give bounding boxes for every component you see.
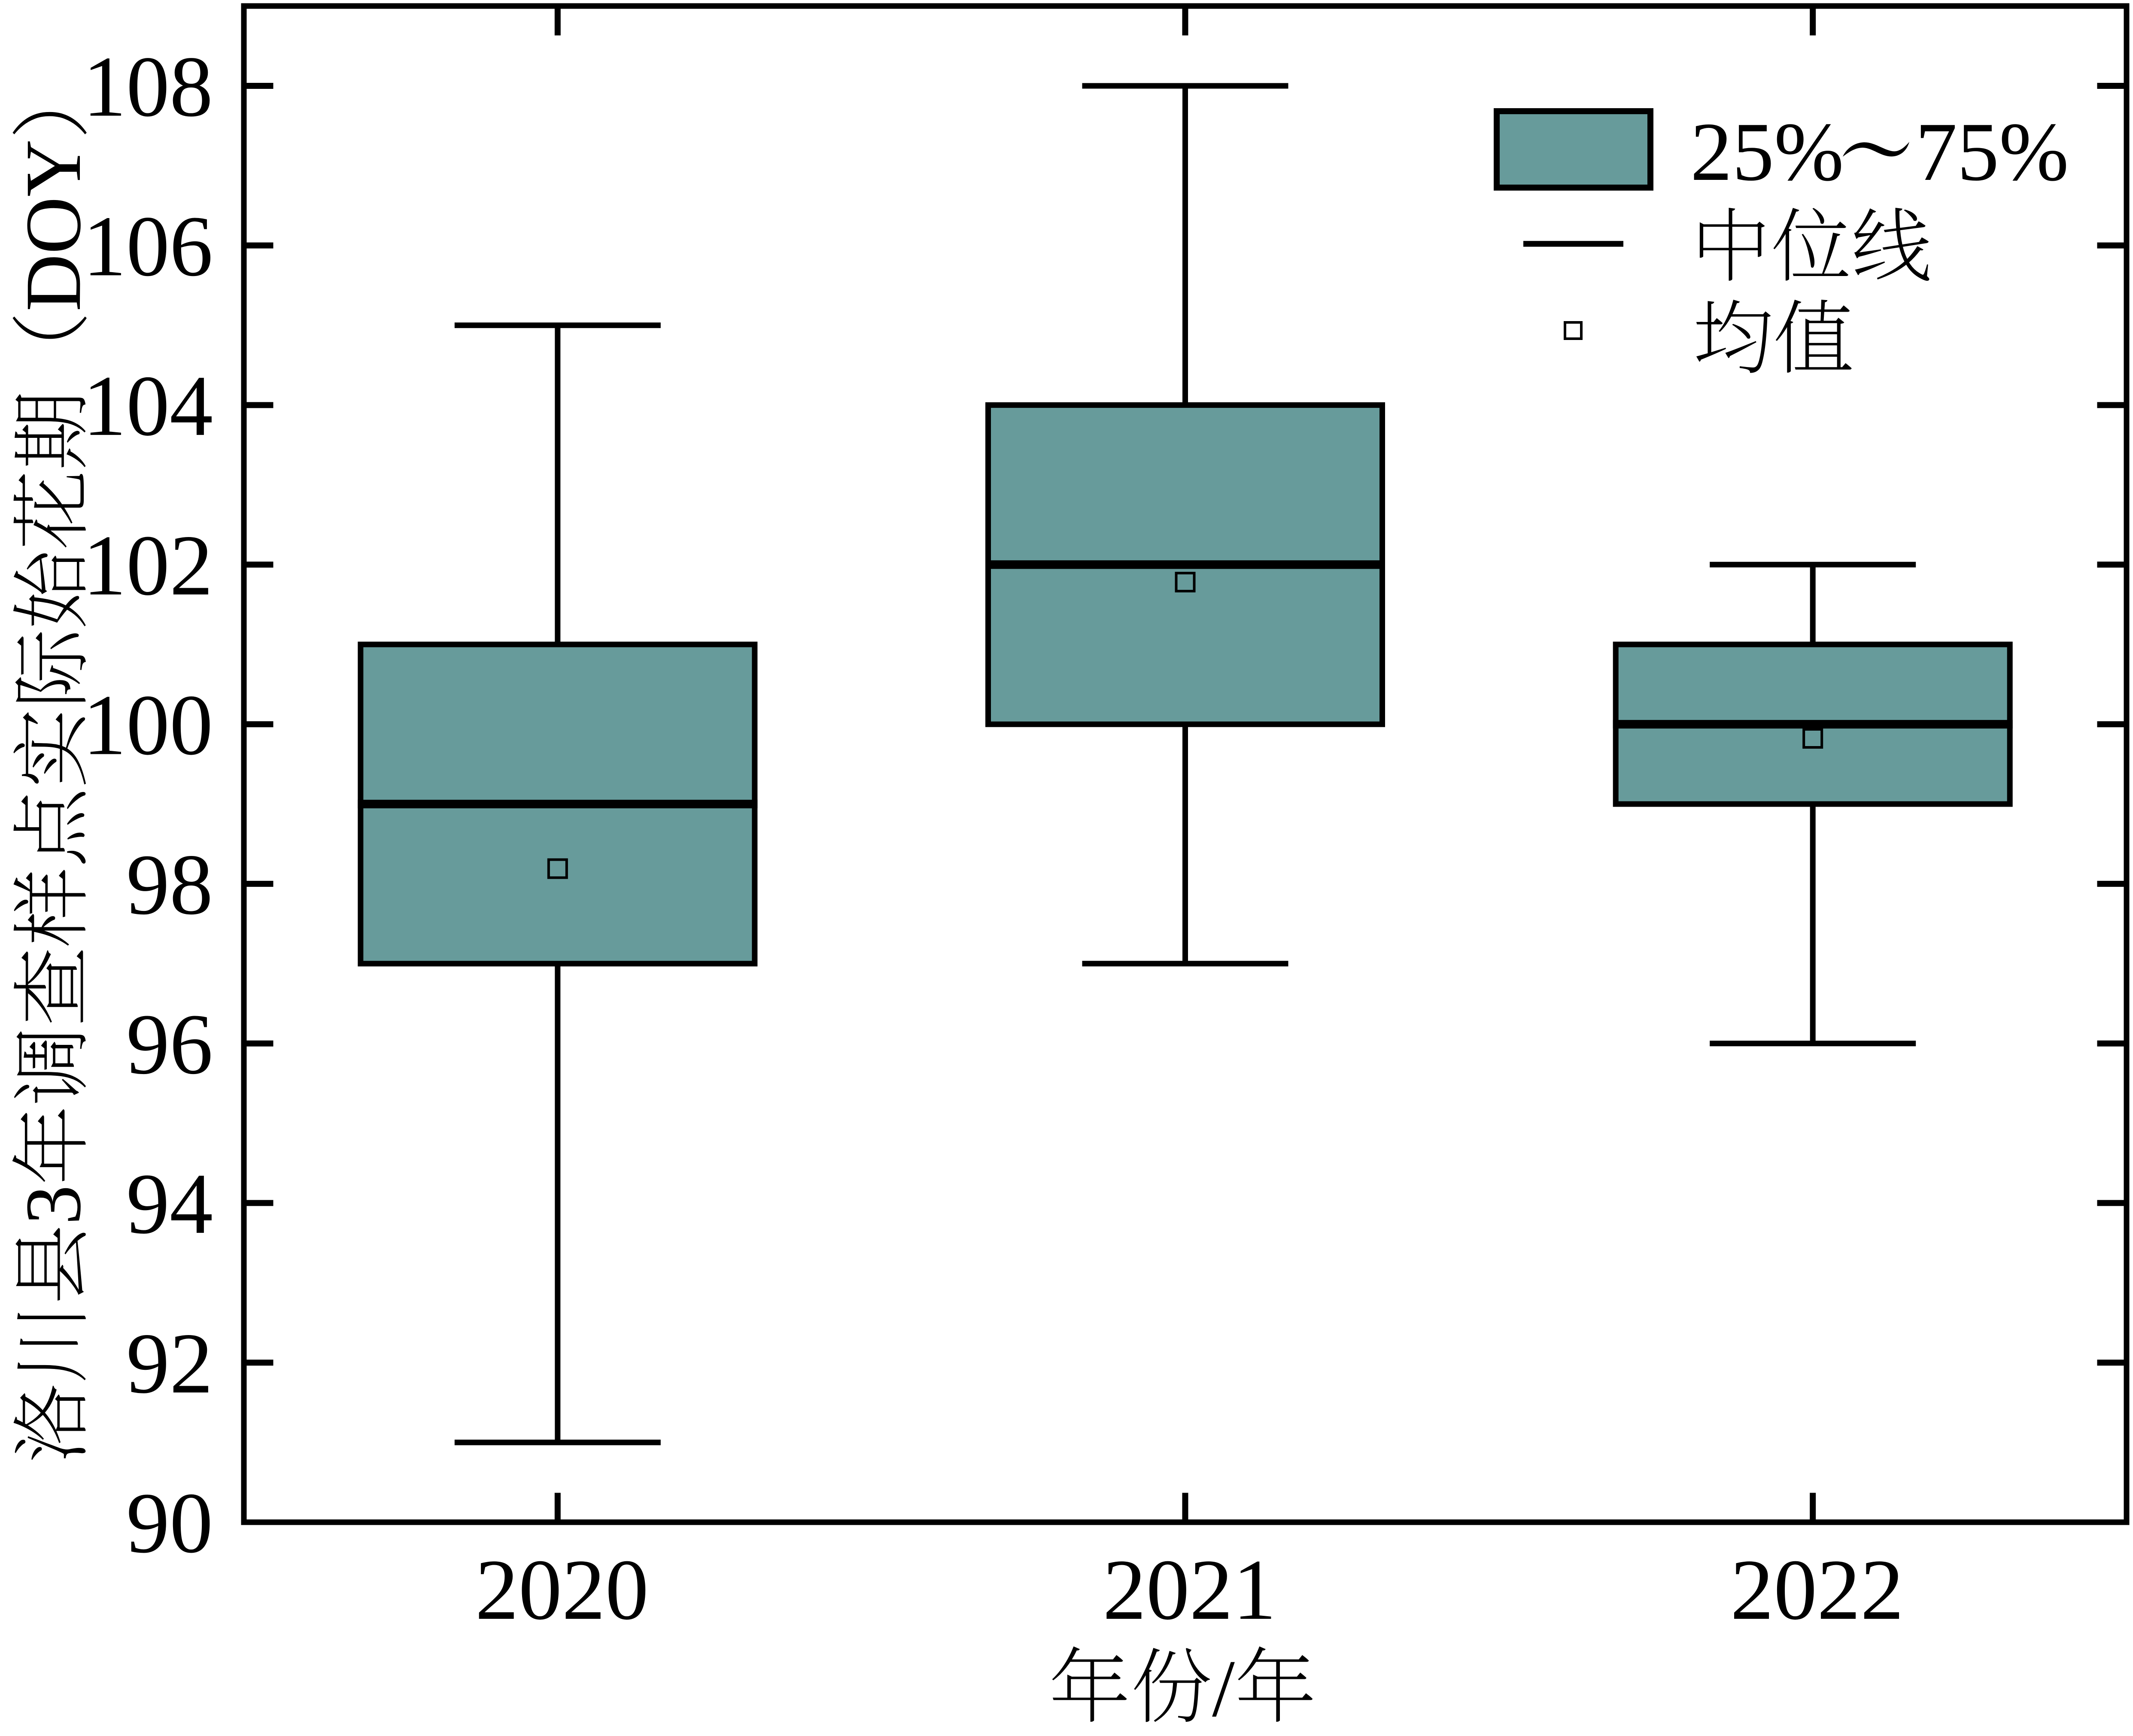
svg-text:104: 104	[83, 358, 213, 454]
svg-text:2020: 2020	[475, 1542, 649, 1638]
svg-text:98: 98	[126, 836, 213, 932]
svg-text:108: 108	[83, 39, 213, 135]
svg-text:106: 106	[83, 198, 213, 294]
svg-text:96: 96	[126, 996, 213, 1092]
svg-text:94: 94	[126, 1156, 213, 1252]
svg-text:100: 100	[83, 677, 213, 773]
svg-text:90: 90	[126, 1475, 213, 1571]
svg-text:2022: 2022	[1730, 1542, 1904, 1638]
svg-text:92: 92	[126, 1315, 213, 1411]
svg-text:2021: 2021	[1103, 1542, 1276, 1638]
svg-text:102: 102	[83, 517, 213, 613]
